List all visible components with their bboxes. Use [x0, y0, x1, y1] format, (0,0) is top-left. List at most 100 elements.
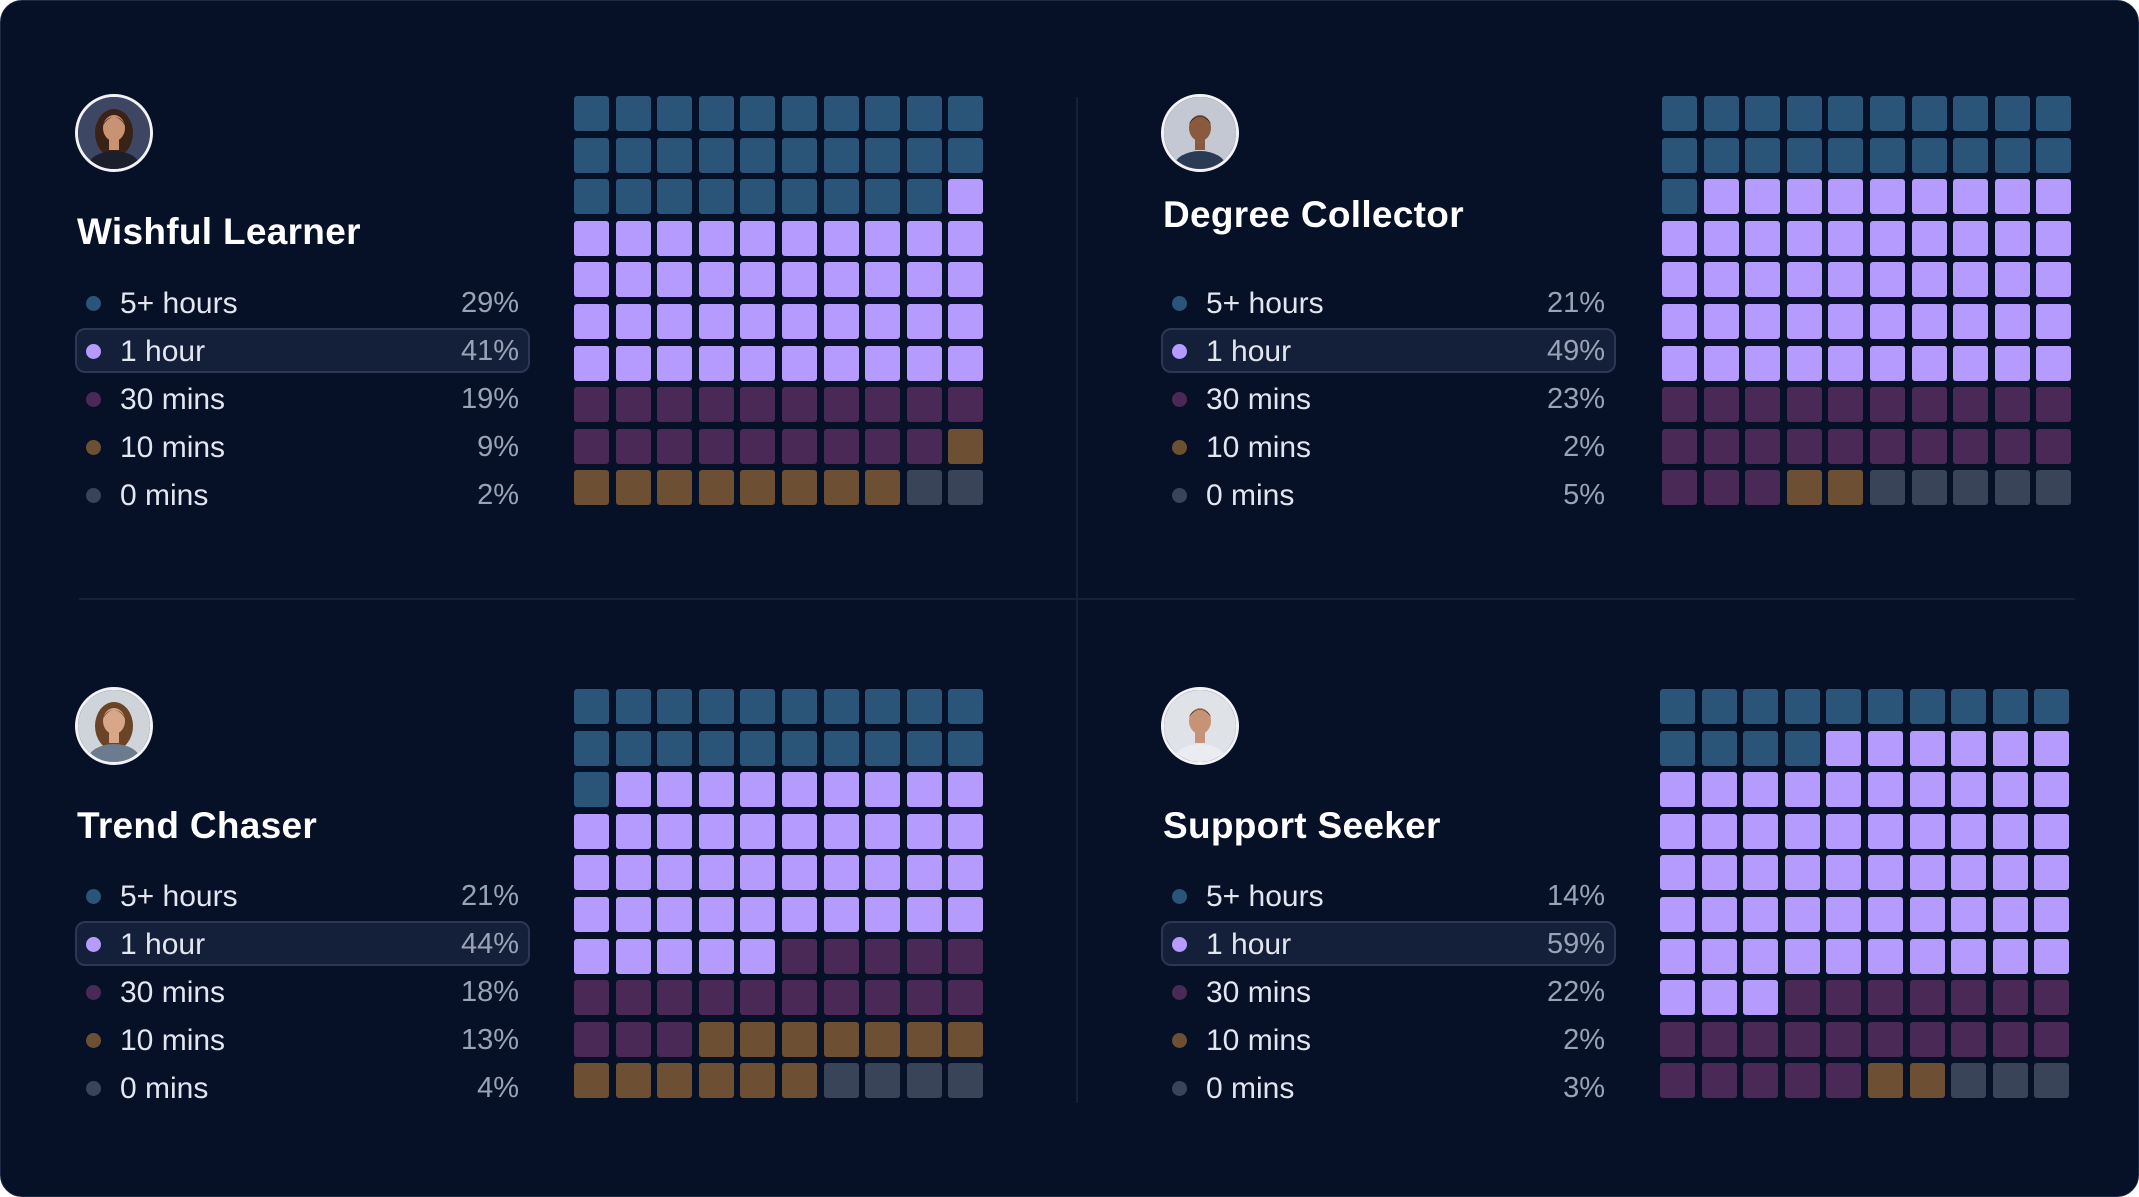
waffle-cell-1-hour — [1785, 814, 1820, 849]
legend-dot-icon — [1172, 344, 1187, 359]
waffle-cell-5-plus-hours — [907, 689, 942, 724]
waffle-cell-5-plus-hours — [699, 96, 734, 131]
waffle-cell-0-mins — [2034, 1063, 2069, 1098]
waffle-cell-1-hour — [907, 855, 942, 890]
waffle-cell-10-mins — [824, 1022, 859, 1057]
waffle-cell-1-hour — [1870, 221, 1905, 256]
waffle-cell-30-mins — [1910, 980, 1945, 1015]
waffle-cell-5-plus-hours — [824, 138, 859, 173]
waffle-cell-1-hour — [1912, 304, 1947, 339]
waffle-cell-5-plus-hours — [1828, 138, 1863, 173]
legend-percentage: 41% — [460, 335, 519, 367]
waffle-cell-10-mins — [782, 1022, 817, 1057]
legend-item-5-plus-hours[interactable]: 5+ hours 14% — [1161, 873, 1616, 918]
waffle-cell-30-mins — [865, 980, 900, 1015]
legend-label: 5+ hours — [120, 287, 238, 320]
waffle-cell-1-hour — [2034, 772, 2069, 807]
waffle-cell-1-hour — [1912, 262, 1947, 297]
waffle-cell-1-hour — [616, 346, 651, 381]
waffle-cell-1-hour — [948, 262, 983, 297]
waffle-cell-30-mins — [1704, 429, 1739, 464]
legend-item-5-plus-hours[interactable]: 5+ hours 29% — [75, 280, 530, 325]
waffle-cell-10-mins — [740, 470, 775, 505]
legend-item-10-mins[interactable]: 10 mins 9% — [75, 424, 530, 469]
avatar — [75, 94, 153, 172]
waffle-cell-5-plus-hours — [1662, 179, 1697, 214]
waffle-cell-30-mins — [616, 1022, 651, 1057]
waffle-cell-30-mins — [574, 1022, 609, 1057]
waffle-cell-10-mins — [616, 1063, 651, 1098]
waffle-cell-1-hour — [824, 855, 859, 890]
waffle-cell-5-plus-hours — [948, 689, 983, 724]
legend-item-1-hour[interactable]: 1 hour 41% — [75, 328, 530, 373]
legend-item-30-mins[interactable]: 30 mins 19% — [75, 376, 530, 421]
waffle-cell-5-plus-hours — [782, 96, 817, 131]
legend-item-1-hour[interactable]: 1 hour 59% — [1161, 921, 1616, 966]
waffle-cell-30-mins — [1826, 980, 1861, 1015]
waffle-cell-10-mins — [657, 1063, 692, 1098]
waffle-cell-5-plus-hours — [907, 179, 942, 214]
legend-label: 0 mins — [1206, 479, 1295, 512]
waffle-cell-1-hour — [1702, 772, 1737, 807]
waffle-cell-1-hour — [2034, 939, 2069, 974]
legend-item-5-plus-hours[interactable]: 5+ hours 21% — [1161, 280, 1616, 325]
legend-item-30-mins[interactable]: 30 mins 22% — [1161, 969, 1616, 1014]
legend-item-0-mins[interactable]: 0 mins 2% — [75, 472, 530, 517]
waffle-cell-1-hour — [865, 221, 900, 256]
waffle-cell-30-mins — [1993, 1022, 2028, 1057]
waffle-cell-30-mins — [907, 939, 942, 974]
waffle-cell-5-plus-hours — [574, 772, 609, 807]
waffle-cell-1-hour — [616, 262, 651, 297]
legend-item-5-plus-hours[interactable]: 5+ hours 21% — [75, 873, 530, 918]
waffle-cell-30-mins — [1660, 1063, 1695, 1098]
waffle-cell-5-plus-hours — [1826, 689, 1861, 724]
waffle-cell-1-hour — [1785, 897, 1820, 932]
legend-item-10-mins[interactable]: 10 mins 2% — [1161, 424, 1616, 469]
waffle-cell-30-mins — [1993, 980, 2028, 1015]
waffle-cell-1-hour — [948, 897, 983, 932]
legend-item-1-hour[interactable]: 1 hour 44% — [75, 921, 530, 966]
waffle-cell-1-hour — [824, 221, 859, 256]
waffle-cell-5-plus-hours — [865, 179, 900, 214]
waffle-cell-5-plus-hours — [740, 138, 775, 173]
legend-item-0-mins[interactable]: 0 mins 5% — [1161, 472, 1616, 517]
waffle-cell-30-mins — [1995, 429, 2030, 464]
waffle-cell-1-hour — [699, 772, 734, 807]
waffle-cell-1-hour — [1870, 179, 1905, 214]
legend-label: 10 mins — [1206, 1024, 1312, 1057]
waffle-cell-1-hour — [1660, 855, 1695, 890]
waffle-cell-0-mins — [1951, 1063, 1986, 1098]
waffle-cell-5-plus-hours — [907, 96, 942, 131]
legend-item-30-mins[interactable]: 30 mins 18% — [75, 969, 530, 1014]
waffle-cell-1-hour — [1870, 304, 1905, 339]
waffle-cell-1-hour — [1826, 814, 1861, 849]
waffle-cell-10-mins — [865, 1022, 900, 1057]
legend: 5+ hours 14% 1 hour 59% 30 mins 22% 10 mins 2% 0… — [1161, 873, 1616, 1113]
waffle-cell-30-mins — [1868, 1022, 1903, 1057]
waffle-cell-30-mins — [907, 387, 942, 422]
waffle-cell-30-mins — [699, 387, 734, 422]
legend-item-30-mins[interactable]: 30 mins 23% — [1161, 376, 1616, 421]
legend-item-0-mins[interactable]: 0 mins 4% — [75, 1065, 530, 1110]
waffle-cell-1-hour — [1910, 814, 1945, 849]
waffle-cell-1-hour — [1993, 772, 2028, 807]
legend-item-1-hour[interactable]: 1 hour 49% — [1161, 328, 1616, 373]
legend-item-10-mins[interactable]: 10 mins 2% — [1161, 1017, 1616, 1062]
waffle-cell-5-plus-hours — [2036, 138, 2071, 173]
waffle-cell-0-mins — [907, 1063, 942, 1098]
waffle-cell-30-mins — [1785, 980, 1820, 1015]
waffle-cell-1-hour — [1828, 346, 1863, 381]
legend-percentage: 2% — [1563, 1024, 1605, 1056]
legend-percentage: 5% — [1563, 479, 1605, 511]
waffle-cell-30-mins — [1953, 429, 1988, 464]
waffle-cell-1-hour — [574, 855, 609, 890]
waffle-cell-5-plus-hours — [1702, 689, 1737, 724]
waffle-cell-10-mins — [1910, 1063, 1945, 1098]
legend-dot-icon — [1172, 488, 1187, 503]
waffle-cell-10-mins — [782, 470, 817, 505]
legend-percentage: 21% — [1546, 287, 1605, 319]
waffle-cell-5-plus-hours — [1870, 96, 1905, 131]
waffle-cell-1-hour — [657, 346, 692, 381]
legend-item-10-mins[interactable]: 10 mins 13% — [75, 1017, 530, 1062]
legend-item-0-mins[interactable]: 0 mins 3% — [1161, 1065, 1616, 1110]
